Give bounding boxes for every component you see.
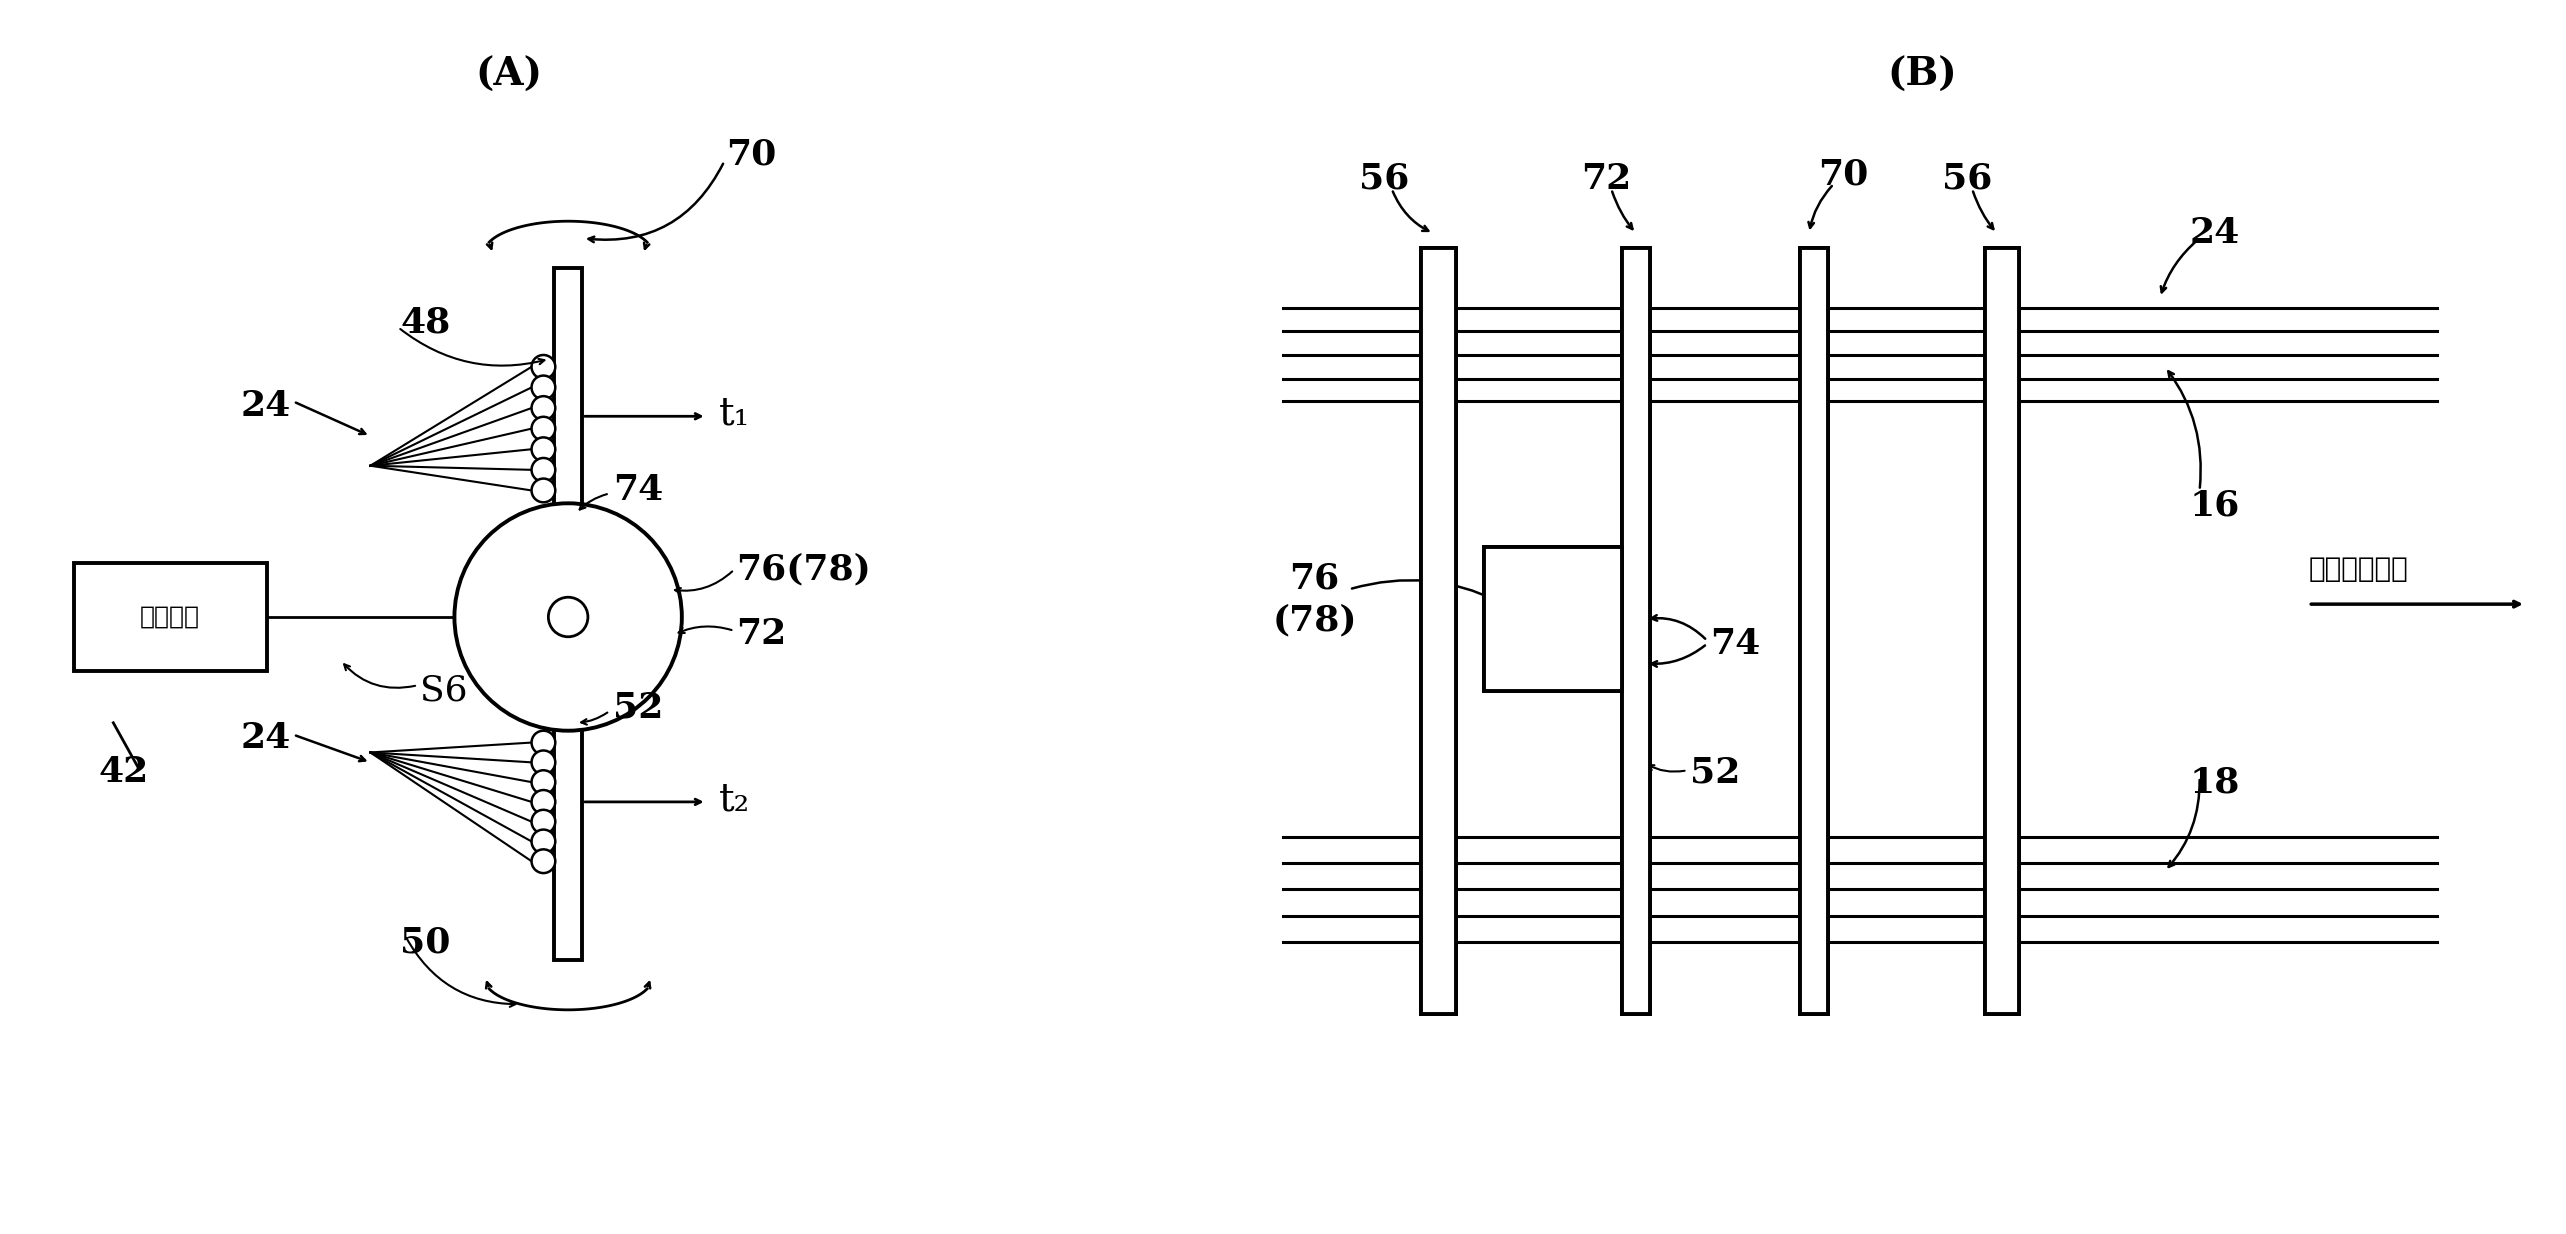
Circle shape [531, 810, 554, 833]
Text: 70: 70 [726, 137, 777, 172]
Bar [1622, 248, 1650, 1014]
Circle shape [454, 503, 683, 731]
Circle shape [531, 479, 554, 502]
Circle shape [531, 355, 554, 379]
Text: 56: 56 [1942, 162, 1991, 196]
Circle shape [531, 790, 554, 813]
Text: 72: 72 [1581, 162, 1632, 196]
Bar [1984, 248, 2019, 1014]
Circle shape [531, 417, 554, 441]
Circle shape [531, 750, 554, 774]
Text: 76(78): 76(78) [736, 553, 870, 586]
Text: 72: 72 [736, 617, 785, 650]
Text: 24: 24 [241, 721, 293, 755]
Text: 56: 56 [1357, 162, 1409, 196]
Bar [74, 563, 267, 671]
Text: t₂: t₂ [718, 781, 749, 818]
Circle shape [531, 770, 554, 793]
Text: 24: 24 [2189, 216, 2240, 251]
Text: 74: 74 [1709, 627, 1760, 660]
Text: 76
(78): 76 (78) [1273, 561, 1357, 637]
Circle shape [531, 458, 554, 481]
Bar [1483, 548, 1622, 691]
Bar [1483, 548, 1622, 691]
Bar [554, 268, 582, 960]
Text: 52: 52 [613, 691, 662, 724]
Text: S6: S6 [421, 674, 467, 707]
Text: 74: 74 [613, 474, 662, 507]
Text: 控制装置: 控制装置 [141, 606, 200, 628]
Text: (B): (B) [1889, 57, 1958, 94]
Text: (A): (A) [475, 57, 541, 94]
Circle shape [531, 396, 554, 420]
Bar [1801, 248, 1827, 1014]
Text: 18: 18 [2189, 765, 2240, 800]
Text: 经线移动方向: 经线移动方向 [2309, 557, 2407, 582]
Text: 42: 42 [98, 755, 149, 790]
Bar [1984, 248, 2019, 1014]
Circle shape [531, 849, 554, 874]
Bar [1422, 248, 1455, 1014]
Text: 52: 52 [1691, 755, 1740, 790]
Bar [1422, 248, 1455, 1014]
Text: 50: 50 [400, 926, 452, 959]
Text: 16: 16 [2189, 489, 2240, 522]
Circle shape [549, 597, 588, 637]
Circle shape [531, 375, 554, 400]
Bar [1801, 248, 1827, 1014]
Text: 24: 24 [241, 390, 293, 423]
Text: 48: 48 [400, 305, 449, 339]
Circle shape [531, 437, 554, 462]
Circle shape [531, 731, 554, 754]
Text: 70: 70 [1819, 157, 1868, 191]
Circle shape [531, 829, 554, 853]
Text: t₁: t₁ [718, 396, 749, 433]
Bar [1622, 248, 1650, 1014]
